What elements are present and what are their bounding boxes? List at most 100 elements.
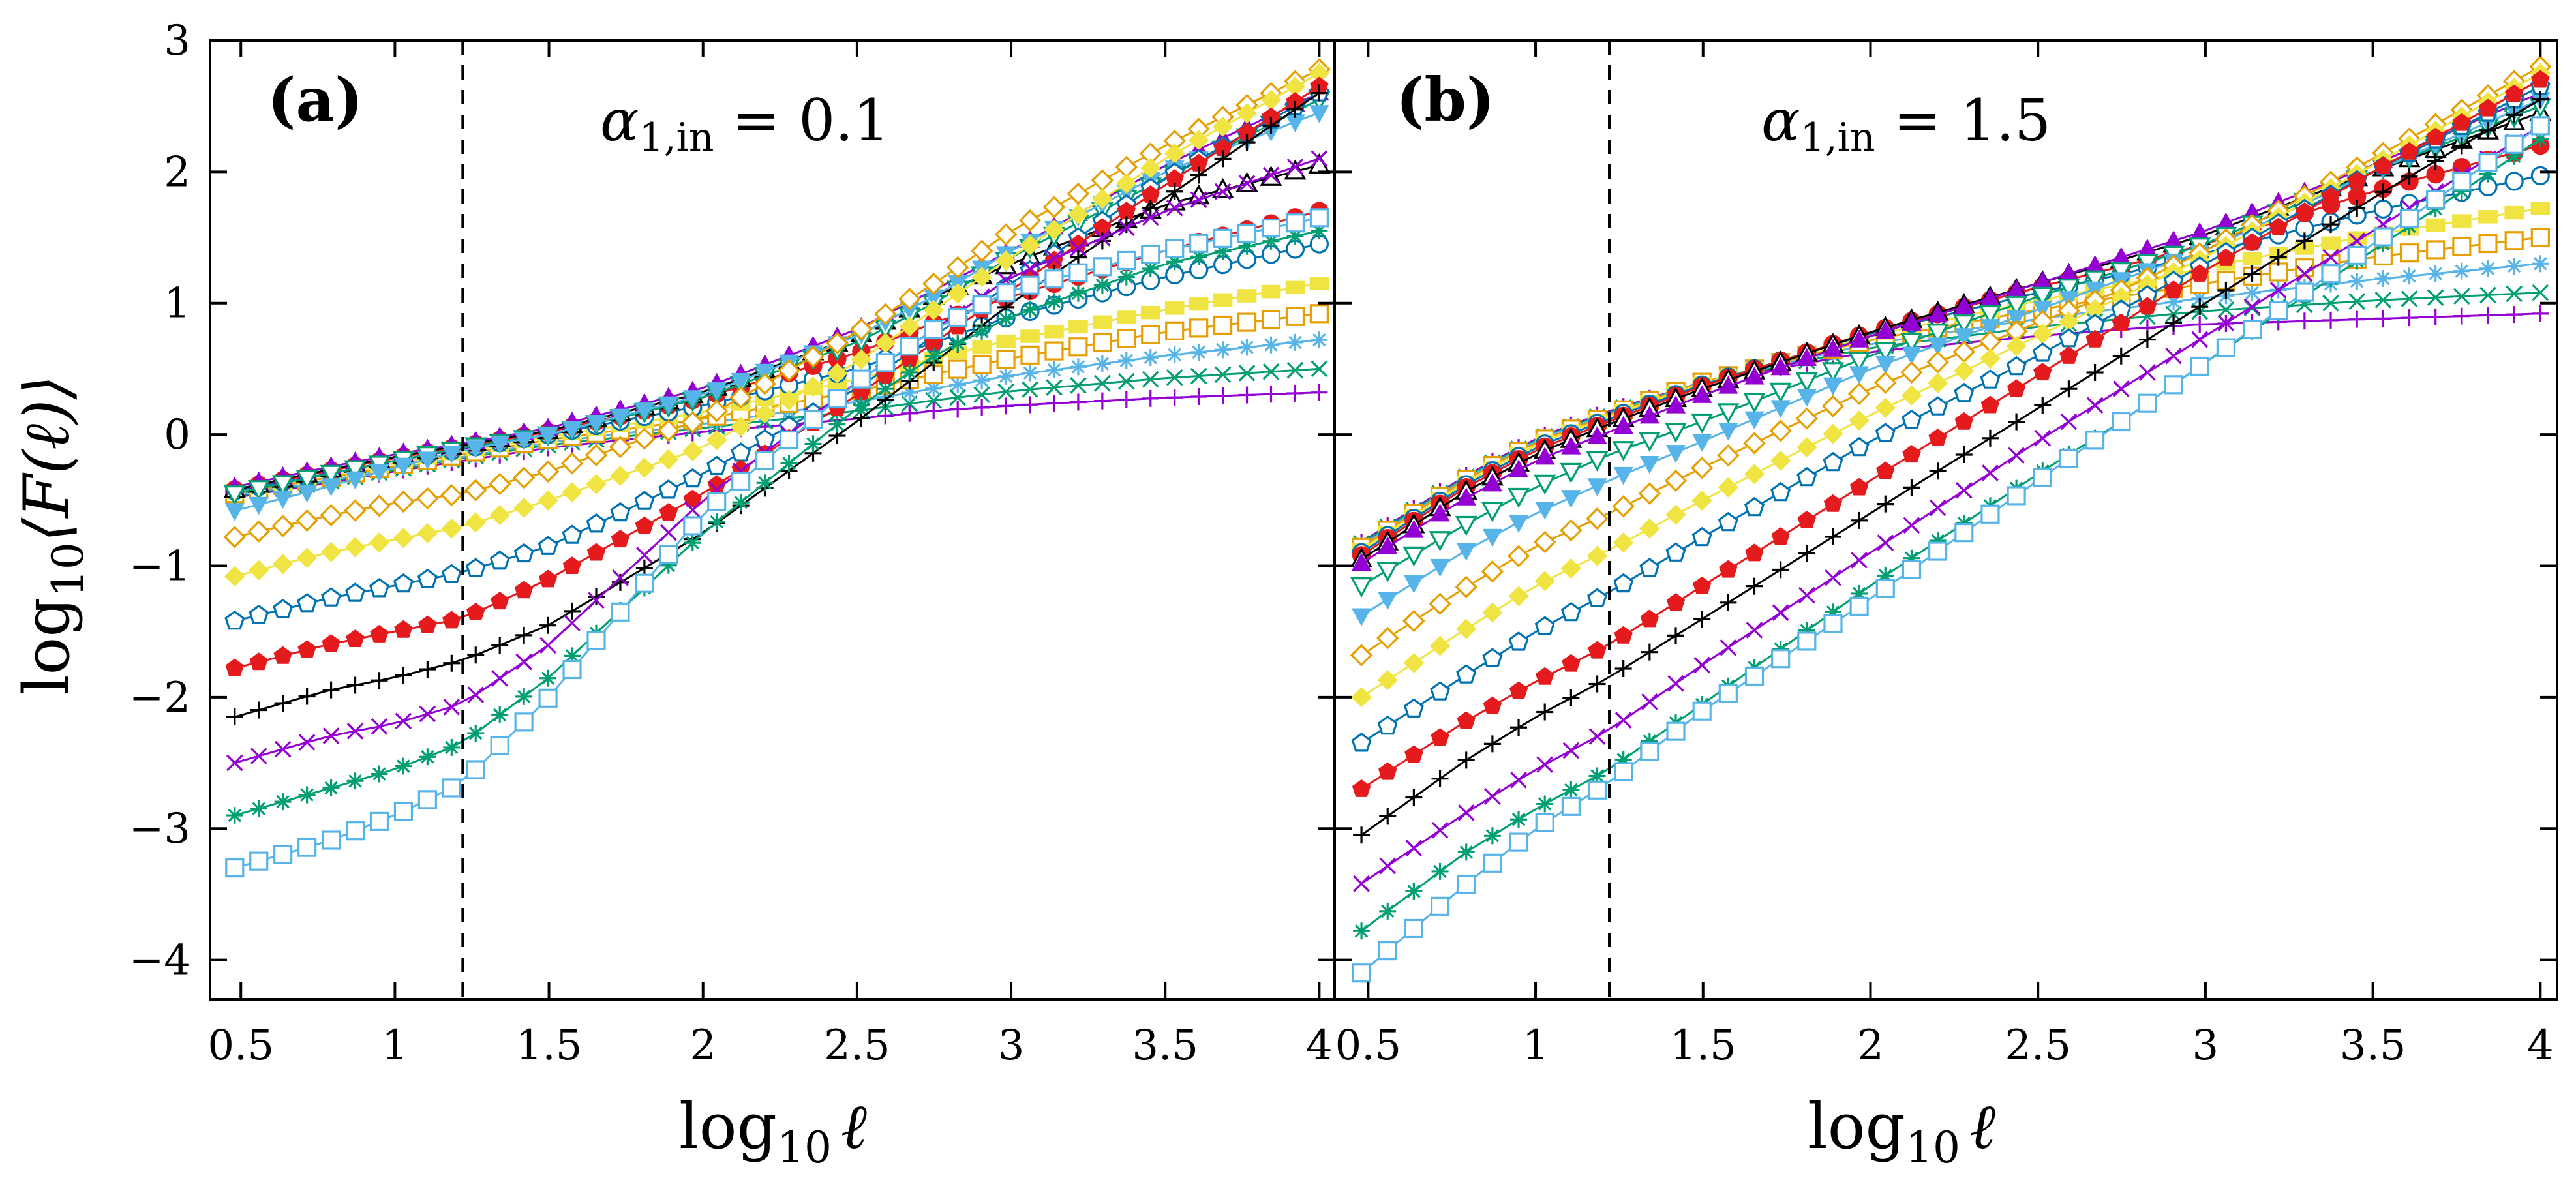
panel-a-series-s4-point-5 xyxy=(346,676,364,694)
panel-a-series-s19-point-32 xyxy=(997,397,1015,415)
panel-a-series-s2-point-24 xyxy=(804,435,822,453)
panel-a-series-s2-point-25 xyxy=(828,416,846,433)
panel-a-series-s5-point-8 xyxy=(418,615,437,633)
panel-a-series-s9-point-2 xyxy=(273,491,293,509)
panel-a-xtick-label-6: 3.5 xyxy=(1132,1021,1198,1070)
panel-a-series-s18-point-33 xyxy=(1022,381,1038,399)
panel-b-series-s1-line xyxy=(1361,125,2541,974)
panel-b-xtick-label-1: 1 xyxy=(1523,1021,1549,1070)
panel-b-series-s7-point-22 xyxy=(1927,372,1948,394)
panel-b-series-s3-point-20 xyxy=(1877,534,1894,551)
panel-b-series-s4-point-33 xyxy=(2217,281,2235,299)
panel-a-series-s18-point-44 xyxy=(1286,361,1304,379)
panel-a-series-s6-point-11 xyxy=(489,550,510,570)
panel-b-series-s1-point-36 xyxy=(2295,282,2314,302)
panel-a-series-s2-point-23 xyxy=(780,455,798,472)
panel-a-series-s1-point-9 xyxy=(442,778,461,798)
panel-b-series-s3-point-27 xyxy=(2060,413,2078,431)
panel-a-series-s1-point-25 xyxy=(827,389,847,409)
panel-a-series-s3-point-7 xyxy=(395,712,412,730)
panel-a-series-s4-point-42 xyxy=(1238,134,1256,151)
panel-a-series-s3-point-18 xyxy=(659,524,677,541)
panel-b-series-s1-point-5 xyxy=(1483,853,1502,873)
panel-b-series-s4-point-29 xyxy=(2112,347,2130,365)
panel-a-series-s19-point-43 xyxy=(1262,386,1280,403)
panel-a-series-s2-point-22 xyxy=(756,474,774,492)
panel-b-series-s10-point-12 xyxy=(1665,422,1688,443)
panel-a-series-s1-point-43 xyxy=(1261,219,1281,238)
panel-b-series-s1-point-2 xyxy=(1404,918,1423,939)
panel-b-series-s3-point-3 xyxy=(1431,822,1449,839)
panel-b-series-s11-point-20 xyxy=(1875,320,1896,339)
panel-b-series-s1-point-6 xyxy=(1509,832,1528,852)
panel-a-series-s2-point-44 xyxy=(1286,227,1304,245)
panel-a-series-s15-point-31 xyxy=(972,340,992,354)
panel-b-series-s8-point-11 xyxy=(1638,482,1661,505)
panel-b-series-s1-point-15 xyxy=(1744,666,1765,686)
panel-b-series-s4-point-19 xyxy=(1851,511,1868,529)
panel-b-series-s4-point-32 xyxy=(2191,298,2209,316)
panel-a-series-s16-point-32 xyxy=(996,350,1016,369)
panel-a-series-s1-point-28 xyxy=(900,337,919,356)
panel-b-series-s9-point-17 xyxy=(1796,389,1817,407)
panel-b-xtick-labels: 0.5 1 1.5 2 2.5 3 3.5 4 xyxy=(1335,1021,2553,1070)
panel-a-series-s1-point-21 xyxy=(731,471,751,491)
panel-a-series-s2-point-32 xyxy=(997,310,1015,327)
panel-b-series-s4-point-25 xyxy=(2008,413,2025,431)
panel-a-series-s8-point-32 xyxy=(994,223,1018,246)
panel-a-series-s3-point-13 xyxy=(539,637,556,654)
panel-b-series-s4-point-36 xyxy=(2296,232,2313,250)
panel-b-series-s5-point-37 xyxy=(2321,187,2341,205)
panel-a-series-s19-line xyxy=(234,391,1320,499)
panel-b-series-s4-point-34 xyxy=(2243,265,2261,282)
panel-a-series-s8-point-10 xyxy=(464,479,487,502)
panel-a-series-s3-point-42 xyxy=(1238,175,1256,192)
panel-a-series-s16-point-44 xyxy=(1285,307,1305,326)
panel-b-series-s1-point-19 xyxy=(1849,596,1869,616)
panel-a-series-s9-point-11 xyxy=(490,436,510,454)
panel-a-series-s19-point-42 xyxy=(1238,386,1256,404)
panel-b-series-s8-point-14 xyxy=(1717,444,1740,467)
panel-b-series-s5-point-40 xyxy=(2400,142,2419,160)
panel-b-series-s11-point-14 xyxy=(1718,376,1738,394)
panel-b-series-s5-point-29 xyxy=(2112,313,2130,331)
panel-b-series-s10-point-2 xyxy=(1402,546,1425,567)
panel-a-series-s15-point-42 xyxy=(1237,289,1257,303)
panel-a-series-s3-point-11 xyxy=(491,670,509,687)
panel-a-series-s1-point-31 xyxy=(972,295,992,315)
panel-b-series-s10-point-0 xyxy=(1350,577,1373,598)
panel-b-series-s7-point-24 xyxy=(1980,348,2001,369)
panel-a-series-s1-point-8 xyxy=(417,790,437,809)
panel-a-series-s4-point-8 xyxy=(419,661,436,678)
panel-a-series-s19-point-27 xyxy=(877,407,894,425)
panel-b-series-s1-point-37 xyxy=(2321,264,2341,284)
panel-b-series-s11-point-23 xyxy=(1954,296,1974,314)
panel-b-series-s5 xyxy=(1352,70,2550,797)
panel-b-series-s11-point-5 xyxy=(1482,473,1503,492)
panel-b-series-s8-point-8 xyxy=(1560,519,1583,542)
panel-b-series-s5-line xyxy=(1361,79,2541,791)
panel-a-series-s7-point-16 xyxy=(610,465,631,487)
panel-a-series-s9-point-1 xyxy=(249,496,269,515)
panel-a-series-s8-point-26 xyxy=(850,318,873,341)
panel-a-series-s7-point-20 xyxy=(706,429,727,451)
panel-a-series-s5-point-1 xyxy=(249,652,268,671)
panel-b-series-s5-point-25 xyxy=(2007,379,2026,397)
panel-b-series-s3-point-8 xyxy=(1562,742,1580,759)
panel-a-series-s1-point-34 xyxy=(1044,269,1064,289)
panel-b-series-s6-point-12 xyxy=(1665,542,1686,562)
panel-a-series-s4-point-40 xyxy=(1190,166,1207,184)
panel-b-series-s4-point-22 xyxy=(1929,462,1947,480)
panel-b-series-s4-point-26 xyxy=(2034,397,2052,414)
panel-b-series-s3-point-6 xyxy=(1510,771,1527,789)
panel-b-series-s6-point-5 xyxy=(1482,648,1503,667)
panel-a-series-s17-line xyxy=(234,339,1320,496)
panel-b-series-s10-point-4 xyxy=(1455,515,1477,536)
panel-a-series-s6-point-13 xyxy=(538,536,558,555)
panel-a-series-s3-point-4 xyxy=(322,727,340,744)
panel-b-series-s5-point-3 xyxy=(1431,728,1449,746)
panel-a-series-s8 xyxy=(223,58,1331,549)
panel-a-series-s7-point-9 xyxy=(441,518,462,539)
panel-a-series-s6-point-18 xyxy=(658,479,679,499)
panel-a-series-s18-point-40 xyxy=(1190,367,1207,385)
